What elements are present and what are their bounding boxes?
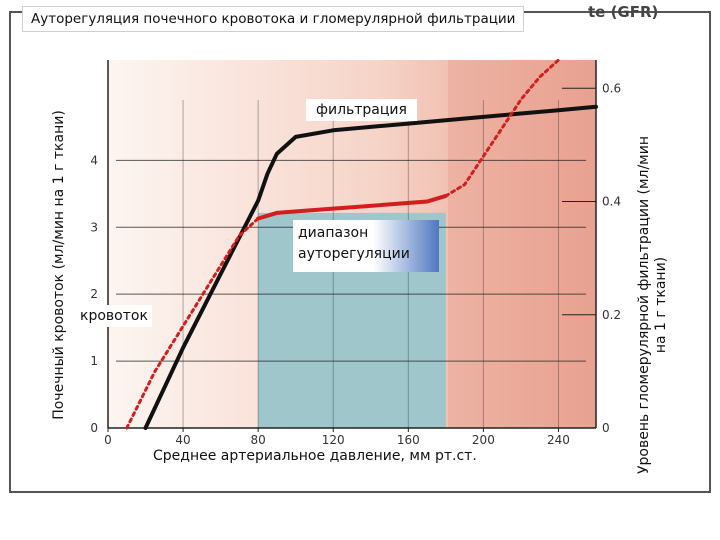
annotation-filtration: фильтрация — [306, 99, 417, 121]
y-axis-right: 0 0.2 0.4 0.6 — [562, 60, 621, 435]
x-tick-label: 160 — [397, 433, 420, 447]
chart-title: Ауторегуляция почечного кровотока и глом… — [22, 6, 525, 32]
x-axis-label: Среднее артериальное давление, мм рт.ст. — [145, 444, 485, 468]
x-tick-label: 40 — [175, 433, 190, 447]
x-tick-label: 80 — [251, 433, 266, 447]
y-axis-right-label: Уровень гломерулярной фильтрации (мл/мин… — [634, 130, 672, 480]
x-tick-label: 120 — [322, 433, 345, 447]
series-line-gfr-high — [444, 58, 560, 198]
x-tick-label: 200 — [472, 433, 495, 447]
series-line-gfr-autoregulated — [256, 193, 448, 221]
x-tick-label: 0 — [104, 433, 112, 447]
y-right-tick-label: 0.2 — [602, 308, 621, 322]
annotation-autoregulation-range: диапазон ауторегуляции — [293, 220, 439, 272]
y-left-tick-label: 2 — [90, 287, 98, 301]
y-left-tick-label: 1 — [90, 354, 98, 368]
series-line-renal-blood-flow — [143, 104, 598, 430]
header-fragment: te (GFR) — [588, 3, 658, 21]
y-left-tick-label: 3 — [90, 220, 98, 234]
y-right-tick-label: 0.6 — [602, 81, 621, 95]
right-shade-band — [448, 60, 596, 428]
series-line-gfr-low — [125, 217, 260, 430]
y-left-tick-label: 0 — [90, 421, 98, 435]
y-axis-left: 0 1 2 3 4 — [90, 60, 109, 435]
y-right-tick-label: 0 — [602, 421, 610, 435]
series-layer — [125, 58, 598, 430]
x-tick-label: 240 — [547, 433, 570, 447]
y-axis-left-label: Почечный кровоток (мл/мин на 1 г ткани) — [46, 55, 72, 475]
y-left-tick-label: 4 — [90, 153, 98, 167]
y-right-tick-label: 0.4 — [602, 195, 621, 209]
annotation-flow: кровоток — [76, 305, 152, 327]
x-axis: 0 40 80 120 160 200 240 — [104, 427, 596, 447]
